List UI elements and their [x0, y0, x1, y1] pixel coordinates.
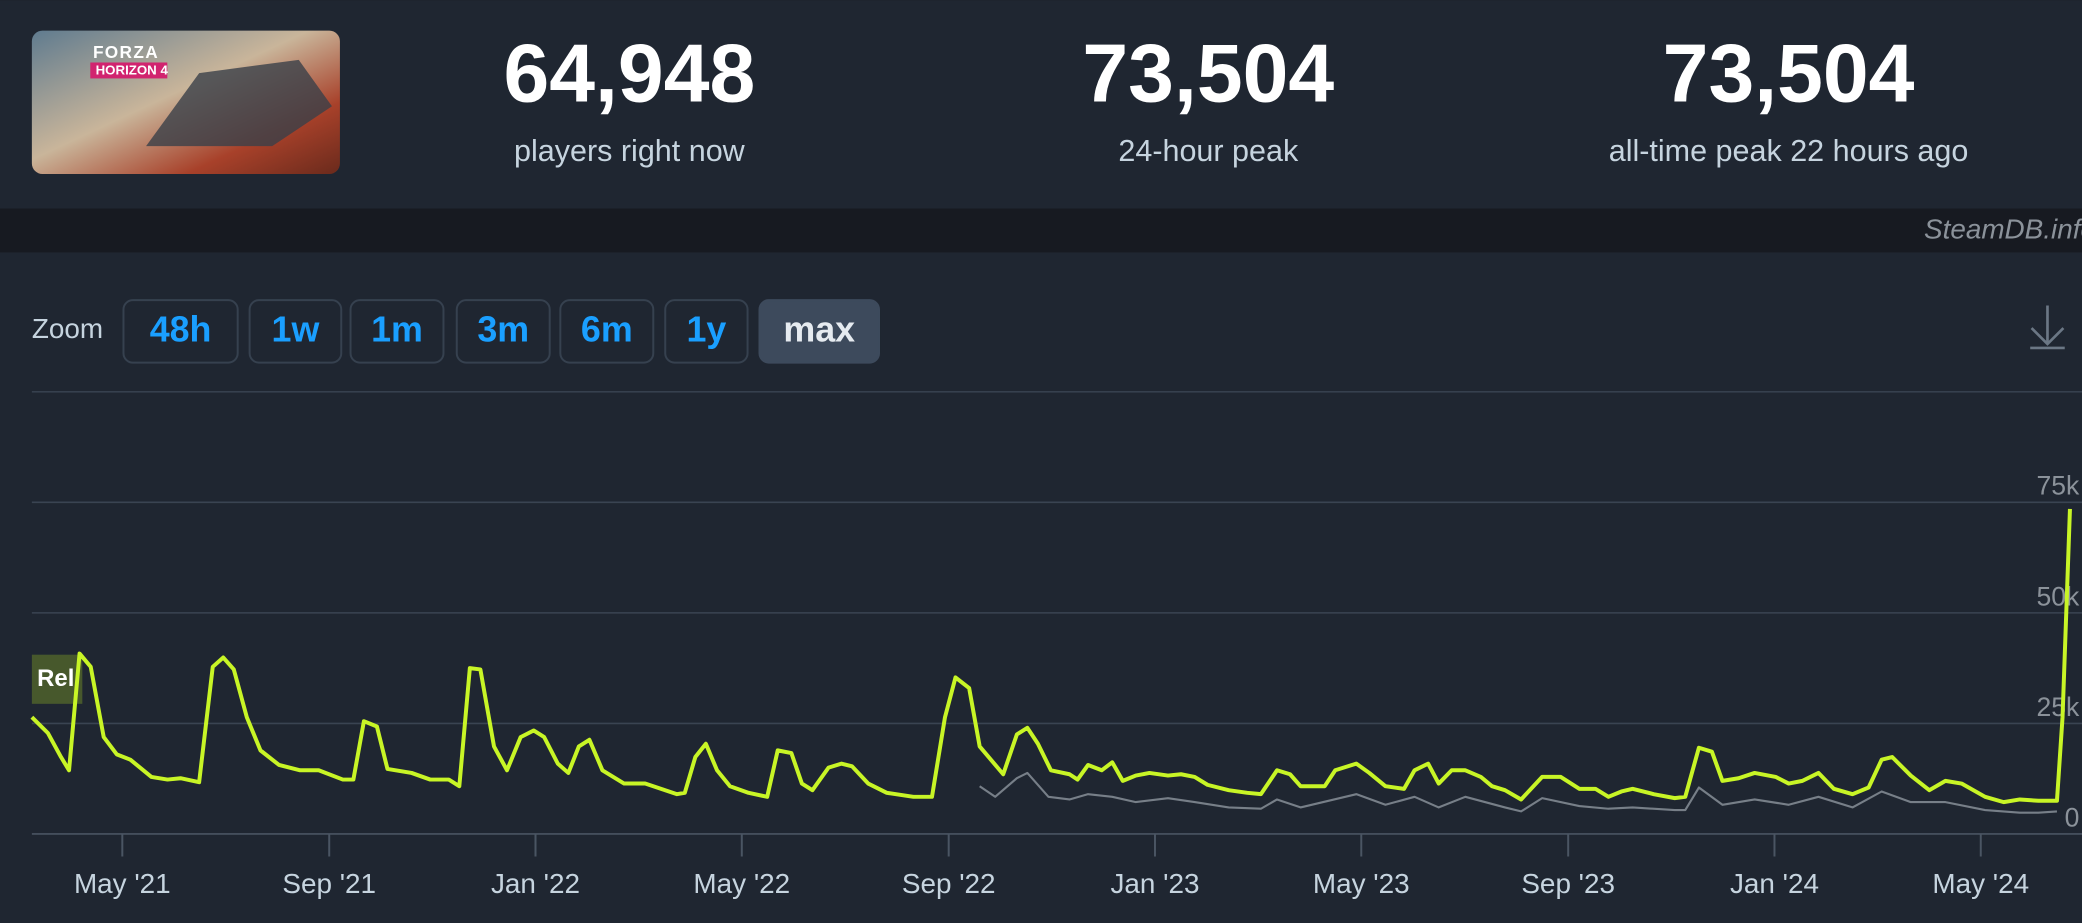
- stat-value: 73,504: [1082, 28, 1334, 120]
- y-tick-label: 50k: [2037, 581, 2081, 611]
- zoom-button[interactable]: 1w: [248, 299, 343, 364]
- cover-car: [146, 59, 332, 147]
- x-tick-label: May '21: [74, 868, 171, 899]
- series-line: [979, 771, 2058, 814]
- zoom-button-bg[interactable]: [559, 299, 655, 364]
- zoom-button-bg[interactable]: [664, 299, 749, 364]
- zoom-buttons: 48h 1w 1m 3m 6m 1y max: [122, 299, 881, 364]
- zoom-button-label[interactable]: 6m: [581, 310, 633, 350]
- zoom-button-label[interactable]: 48h: [150, 310, 212, 350]
- zoom-button-label[interactable]: 1y: [686, 310, 726, 350]
- y-tick-label: 25k: [2037, 692, 2081, 722]
- zoom-button-bg[interactable]: [248, 299, 343, 364]
- stat-value: 64,948: [503, 28, 755, 120]
- y-tick-label: 75k: [2037, 471, 2081, 501]
- x-tick-label: May '23: [1313, 868, 1410, 899]
- x-tick-label: May '22: [693, 868, 790, 899]
- zoom-button-bg[interactable]: [758, 299, 881, 364]
- stat-label: all-time peak 22 hours ago: [1609, 134, 1969, 168]
- annotation: Rel: [37, 665, 74, 692]
- zoom-button[interactable]: 6m: [559, 299, 655, 364]
- zoom-button-bg[interactable]: [455, 299, 551, 364]
- series-line: [30, 508, 2072, 805]
- stats: 64,948 players right now 73,504 24-hour pea…: [503, 28, 1968, 168]
- zoom-button-bg[interactable]: [122, 299, 239, 364]
- plot: 0 25k 50k 75k May '21 Sep '21 Jan '22 May '22 Se…: [30, 391, 2082, 899]
- zoom-label: Zoom: [32, 313, 103, 344]
- zoom-button[interactable]: 3m: [455, 299, 551, 364]
- stats-panel: [0, 0, 2082, 209]
- x-tick-label: Sep '21: [282, 868, 376, 899]
- chart-panel: [0, 252, 2082, 923]
- zoom-button[interactable]: 1m: [349, 299, 445, 364]
- logo-bottom: HORIZON 4: [96, 63, 169, 78]
- x-tick-label: May '24: [1932, 868, 2029, 899]
- logo-top: FORZA: [93, 42, 159, 62]
- zoom-button-label[interactable]: 1m: [371, 310, 423, 350]
- zoom-button[interactable]: 48h: [122, 299, 239, 364]
- zoom-button-label[interactable]: 1w: [272, 310, 320, 350]
- zoom-button[interactable]: 1y: [664, 299, 749, 364]
- x-tick-label: Jan '22: [491, 868, 580, 899]
- download-glyph: [2030, 305, 2065, 350]
- y-tick-label: 0: [2065, 802, 2080, 832]
- zoom-button-bg[interactable]: [349, 299, 445, 364]
- zoom-button-label[interactable]: max: [783, 310, 855, 350]
- x-tick-label: Jan '24: [1730, 868, 1819, 899]
- x-tick-label: Sep '22: [902, 868, 996, 899]
- stat-label: players right now: [514, 134, 746, 168]
- watermark: SteamDB.info: [1924, 213, 2082, 244]
- stat-value: 73,504: [1663, 28, 1915, 120]
- download-icon[interactable]: [2030, 305, 2065, 350]
- logo-badge: [90, 62, 168, 79]
- zoom-button[interactable]: max: [758, 299, 881, 364]
- x-tick-label: Sep '23: [1521, 868, 1615, 899]
- zoom-button-label[interactable]: 3m: [477, 310, 529, 350]
- x-tick-label: Jan '23: [1110, 868, 1199, 899]
- stat-label: 24-hour peak: [1118, 134, 1299, 168]
